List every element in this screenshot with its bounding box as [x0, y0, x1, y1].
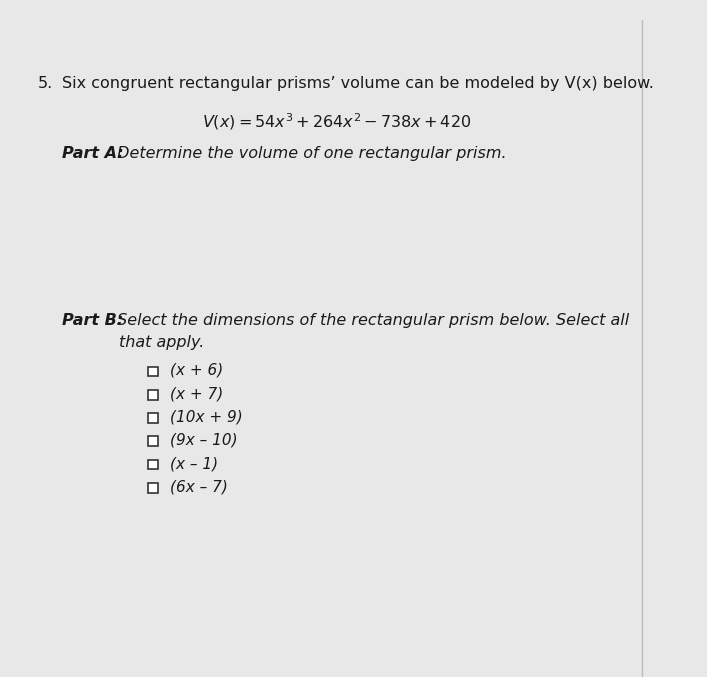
- Text: Select the dimensions of the rectangular prism below. Select all: Select the dimensions of the rectangular…: [112, 313, 629, 328]
- Text: (x + 6): (x + 6): [170, 363, 223, 378]
- Bar: [148, 413, 158, 423]
- Text: that apply.: that apply.: [119, 334, 205, 349]
- Bar: [148, 390, 158, 399]
- Text: Determine the volume of one rectangular prism.: Determine the volume of one rectangular …: [112, 146, 506, 161]
- Text: Part B:: Part B:: [62, 313, 123, 328]
- Text: Six congruent rectangular prisms’ volume can be modeled by V(​x) below.: Six congruent rectangular prisms’ volume…: [62, 76, 654, 91]
- Bar: [148, 483, 158, 493]
- Text: (x + 7): (x + 7): [170, 387, 223, 401]
- Text: 5.: 5.: [38, 76, 54, 91]
- Bar: [148, 437, 158, 446]
- Text: (10x + 9): (10x + 9): [170, 410, 243, 424]
- Text: (6x – 7): (6x – 7): [170, 479, 228, 494]
- Text: $V(x) = 54x^3 + 264x^2 - 738x + 420$: $V(x) = 54x^3 + 264x^2 - 738x + 420$: [202, 112, 472, 132]
- Text: Part A:: Part A:: [62, 146, 124, 161]
- Text: (x – 1): (x – 1): [170, 456, 218, 471]
- Bar: [148, 367, 158, 376]
- Text: (9x – 10): (9x – 10): [170, 433, 238, 447]
- Bar: [148, 460, 158, 469]
